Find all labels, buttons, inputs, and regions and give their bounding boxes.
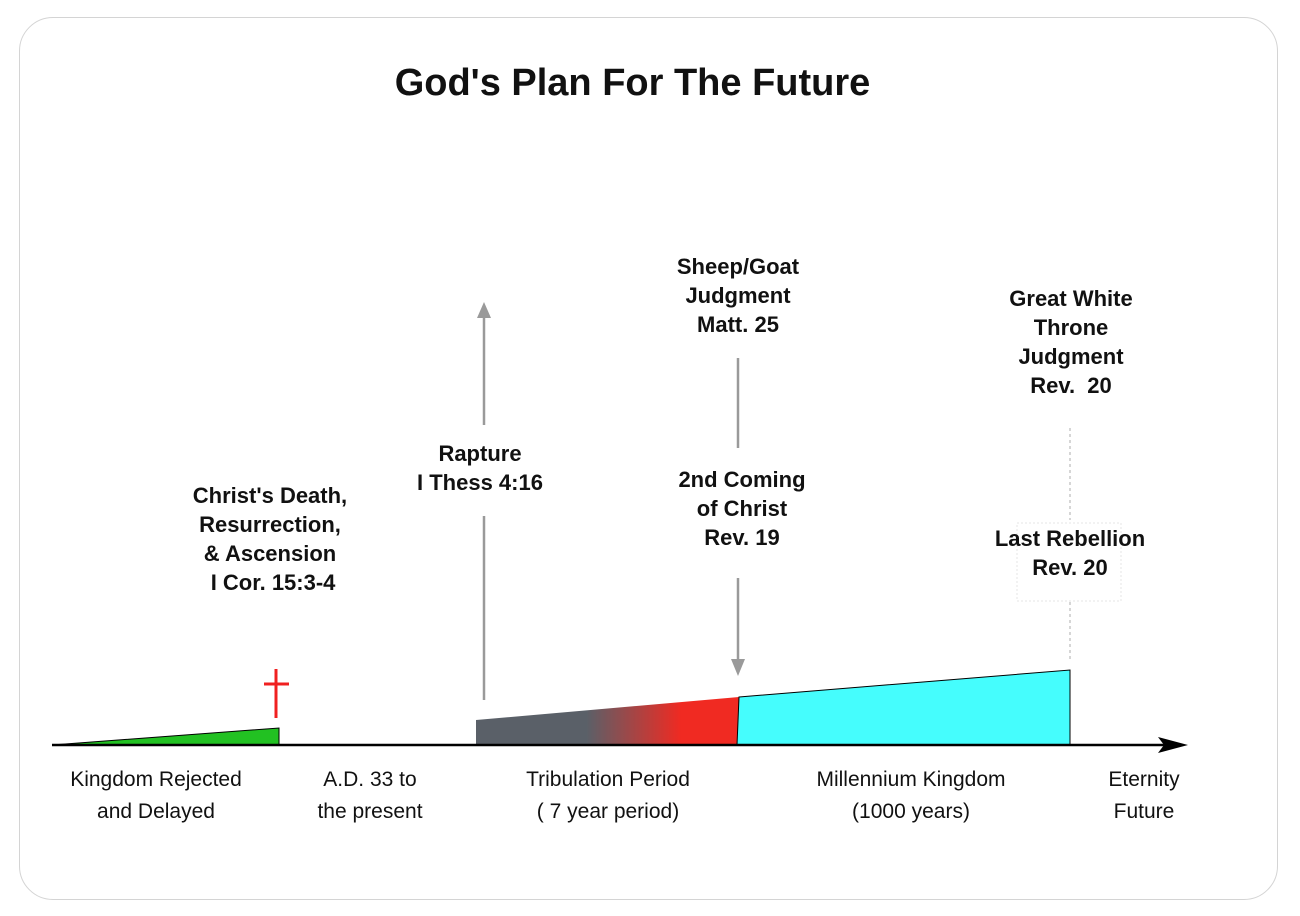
great-white-throne-line-3: Judgment [1018,344,1124,369]
great-white-throne-line-1: Great White [1009,286,1133,311]
great-white-throne-line-2: Throne [1033,315,1109,340]
kingdom-rejected-line-1: Kingdom Rejected [70,768,242,791]
tribulation-period-block [476,697,739,745]
eternity-line-2: Future [1113,800,1175,823]
kingdom-rejected-line-2: and Delayed [97,800,215,823]
sheep-goat-line-3: Matt. 25 [697,312,779,337]
tribulation-line-1: Tribulation Period [526,768,690,791]
cross-icon [264,669,289,718]
millennium-kingdom-block [736,669,1071,746]
diagram-title: God's Plan For The Future [394,62,871,104]
ad33-period: A.D. 33 to the present [280,764,460,828]
eternity-line-1: Eternity [1108,768,1180,791]
rapture-line-1: Rapture [438,441,522,466]
timeline-arrow-head-icon [1158,737,1188,753]
ad33-line-2: the present [317,800,423,823]
last-rebellion-line-1: Last Rebellion [994,526,1146,551]
christs-death-label: Christ's Death, Resurrection, & Ascensio… [160,481,380,597]
tribulation-period-label: Tribulation Period ( 7 year period) [498,764,718,828]
eternity-period-label: Eternity Future [1084,764,1204,828]
second-coming-arrow-head-icon [731,659,745,676]
kingdom-rejected-wedge [51,727,280,746]
millennium-line-2: (1000 years) [852,800,970,823]
second-coming-line-2: of Christ [696,496,788,521]
millennium-period-label: Millennium Kingdom (1000 years) [781,764,1041,828]
sheep-goat-judgment-label: Sheep/Goat Judgment Matt. 25 [638,252,838,339]
last-rebellion-box [1016,522,1122,602]
ad33-line-1: A.D. 33 to [323,768,417,791]
millennium-line-1: Millennium Kingdom [816,768,1006,791]
kingdom-rejected-period: Kingdom Rejected and Delayed [46,764,266,828]
last-rebellion-label: Last Rebellion Rev. 20 [960,524,1180,582]
second-coming-line-3: Rev. 19 [704,525,780,550]
sheep-goat-line-1: Sheep/Goat [676,254,800,279]
tribulation-line-2: ( 7 year period) [536,800,680,823]
great-white-throne-label: Great White Throne Judgment Rev. 20 [971,284,1171,400]
second-coming-line-1: 2nd Coming [678,467,806,492]
rapture-line-2: I Thess 4:16 [417,470,543,495]
sheep-goat-line-2: Judgment [685,283,791,308]
rapture-label: Rapture I Thess 4:16 [390,439,570,497]
christs-death-line-3: & Ascension [203,541,337,566]
christs-death-line-4: I Cor. 15:3-4 [204,570,336,595]
rapture-arrow-head-icon [477,302,491,318]
great-white-throne-line-4: Rev. 20 [1030,373,1112,398]
christs-death-line-1: Christ's Death, [192,483,348,508]
second-coming-label: 2nd Coming of Christ Rev. 19 [642,465,842,552]
diagram-card [19,17,1278,900]
christs-death-line-2: Resurrection, [199,512,341,537]
last-rebellion-line-2: Rev. 20 [1032,555,1108,580]
